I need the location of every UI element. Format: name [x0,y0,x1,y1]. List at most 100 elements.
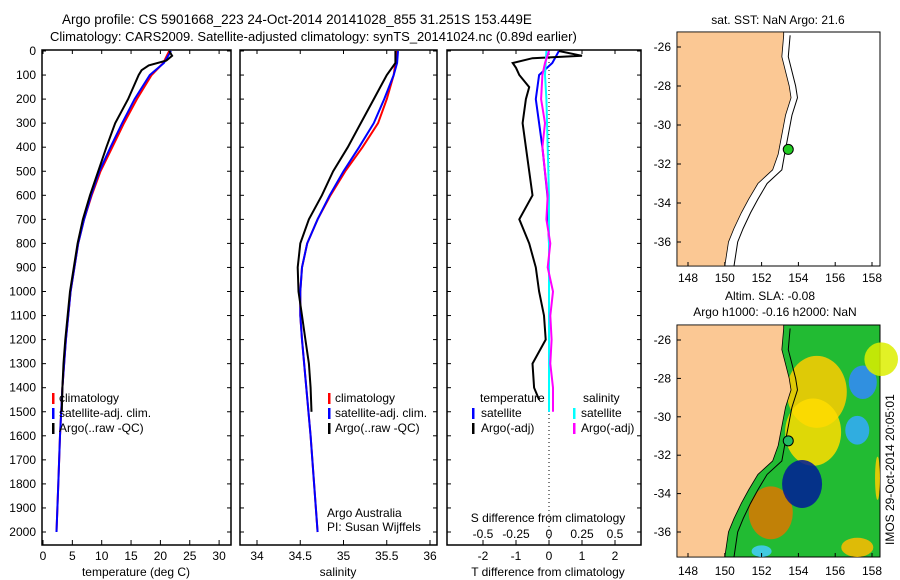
t-diff-axis-label: T difference from climatology [471,565,625,579]
lat-tick-label: -30 [654,118,672,132]
panel-frame-1 [239,49,438,546]
lon-tick-label: 150 [715,564,735,578]
lon-tick-label: 158 [862,271,882,285]
depth-tick-label: 1100 [10,309,36,323]
isobath-line [733,328,798,558]
profile-line-2 [60,50,174,412]
legend-label: Argo(-adj) [581,421,634,435]
s-diff-tick-label: -0.5 [473,527,494,541]
depth-tick-label: 400 [16,140,36,154]
depth-tick-label: 1300 [9,357,36,371]
sla-anomaly [782,460,823,508]
lon-tick-label: 156 [825,564,845,578]
s-diff-axis-label: S difference from climatology [471,511,626,525]
sla-anomaly [845,415,870,445]
x-tick-label: 10 [95,549,109,563]
legend-label: Argo(..raw -QC) [59,421,144,435]
x-tick-label: 34.5 [289,549,313,563]
x-tick-label: 35.5 [375,549,399,563]
x-tick-label: 34 [250,549,264,563]
legend-label: satellite-adj. clim. [59,406,151,420]
s-diff-tick-label: 0.25 [570,527,594,541]
lat-tick-label: -28 [654,79,672,93]
legend-label: Argo(-adj) [481,421,534,435]
s-diff-tick-label: 0.5 [607,527,624,541]
x-tick-label: 1 [579,549,586,563]
imos-timestamp: IMOS 29-Oct-2014 20:05:01 [883,394,897,545]
lat-tick-label: -34 [654,196,672,210]
sla-anomaly [785,398,842,466]
profile-line-1 [55,50,172,533]
x-tick-label: 35 [337,549,351,563]
legend-swatch [573,408,576,419]
temperature-axis-label: temperature (deg C) [82,565,190,579]
credit-1: Argo Australia [327,506,402,520]
legend-swatch [328,393,331,404]
lat-tick-label: -28 [654,371,672,385]
depth-tick-label: 1800 [9,477,36,491]
legend-label: satellite-adj. clim. [335,406,427,420]
depth-tick-label: 1400 [9,381,36,395]
legend-swatch [573,423,576,434]
x-tick-label: 25 [183,549,197,563]
legend-label: climatology [59,391,119,405]
legend-label: satellite [481,406,522,420]
depth-tick-label: 1500 [9,405,36,419]
depth-tick-label: 1700 [9,453,36,467]
lat-tick-label: -32 [654,448,672,462]
sla-anomaly [841,537,874,557]
lon-tick-label: 150 [715,271,735,285]
sla-anomaly [748,486,793,540]
depth-tick-label: 1200 [9,333,36,347]
salinity-axis-label: salinity [320,565,357,579]
x-tick-label: 15 [124,549,138,563]
diff-line-2 [543,50,550,412]
argo-location-marker [782,143,794,155]
profile-line-0 [55,50,171,533]
lat-tick-label: -26 [654,40,672,54]
depth-tick-label: 300 [16,116,36,130]
lon-tick-label: 148 [678,564,698,578]
title-line-1: Argo profile: CS 5901668_223 24-Oct-2014… [62,12,532,27]
diff-line-1 [511,50,583,401]
s-diff-tick-label: -0.25 [502,527,530,541]
x-tick-label: 0 [40,549,47,563]
legend-swatch [328,423,331,434]
depth-tick-label: 1000 [9,285,36,299]
legend-swatch [328,408,331,419]
legend-title: temperature [480,391,545,405]
lon-tick-label: 158 [862,564,882,578]
lat-tick-label: -26 [654,333,672,347]
depth-tick-label: 600 [16,188,36,202]
credit-2: PI: Susan Wijffels [327,520,421,534]
diff-line-3 [540,50,555,412]
sla-anomaly [751,545,772,557]
lat-tick-label: -36 [654,235,672,249]
legend-swatch [52,393,55,404]
x-tick-label: -1 [511,549,522,563]
sla-anomaly [864,342,898,377]
lat-tick-label: -30 [654,410,672,424]
depth-tick-label: 2000 [9,525,36,539]
panel-frame-2 [446,49,642,546]
lon-tick-label: 154 [788,271,808,285]
x-tick-label: -2 [478,549,489,563]
x-tick-label: 2 [612,549,619,563]
depth-tick-label: 700 [16,212,36,226]
x-tick-label: 20 [154,549,168,563]
panel-frame-0 [41,49,232,546]
profile-line-1 [299,50,399,533]
depth-tick-label: 100 [16,68,36,82]
land-australia [676,31,792,267]
sla-anomaly [848,365,877,400]
x-tick-label: 30 [212,549,226,563]
depth-tick-label: 500 [16,164,36,178]
depth-tick-label: 900 [16,260,36,274]
x-tick-label: 36 [423,549,437,563]
lon-tick-label: 152 [752,564,772,578]
lat-tick-label: -34 [654,487,672,501]
legend-label: satellite [581,406,622,420]
profile-line-0 [299,50,399,533]
depth-tick-label: 1900 [9,501,36,515]
